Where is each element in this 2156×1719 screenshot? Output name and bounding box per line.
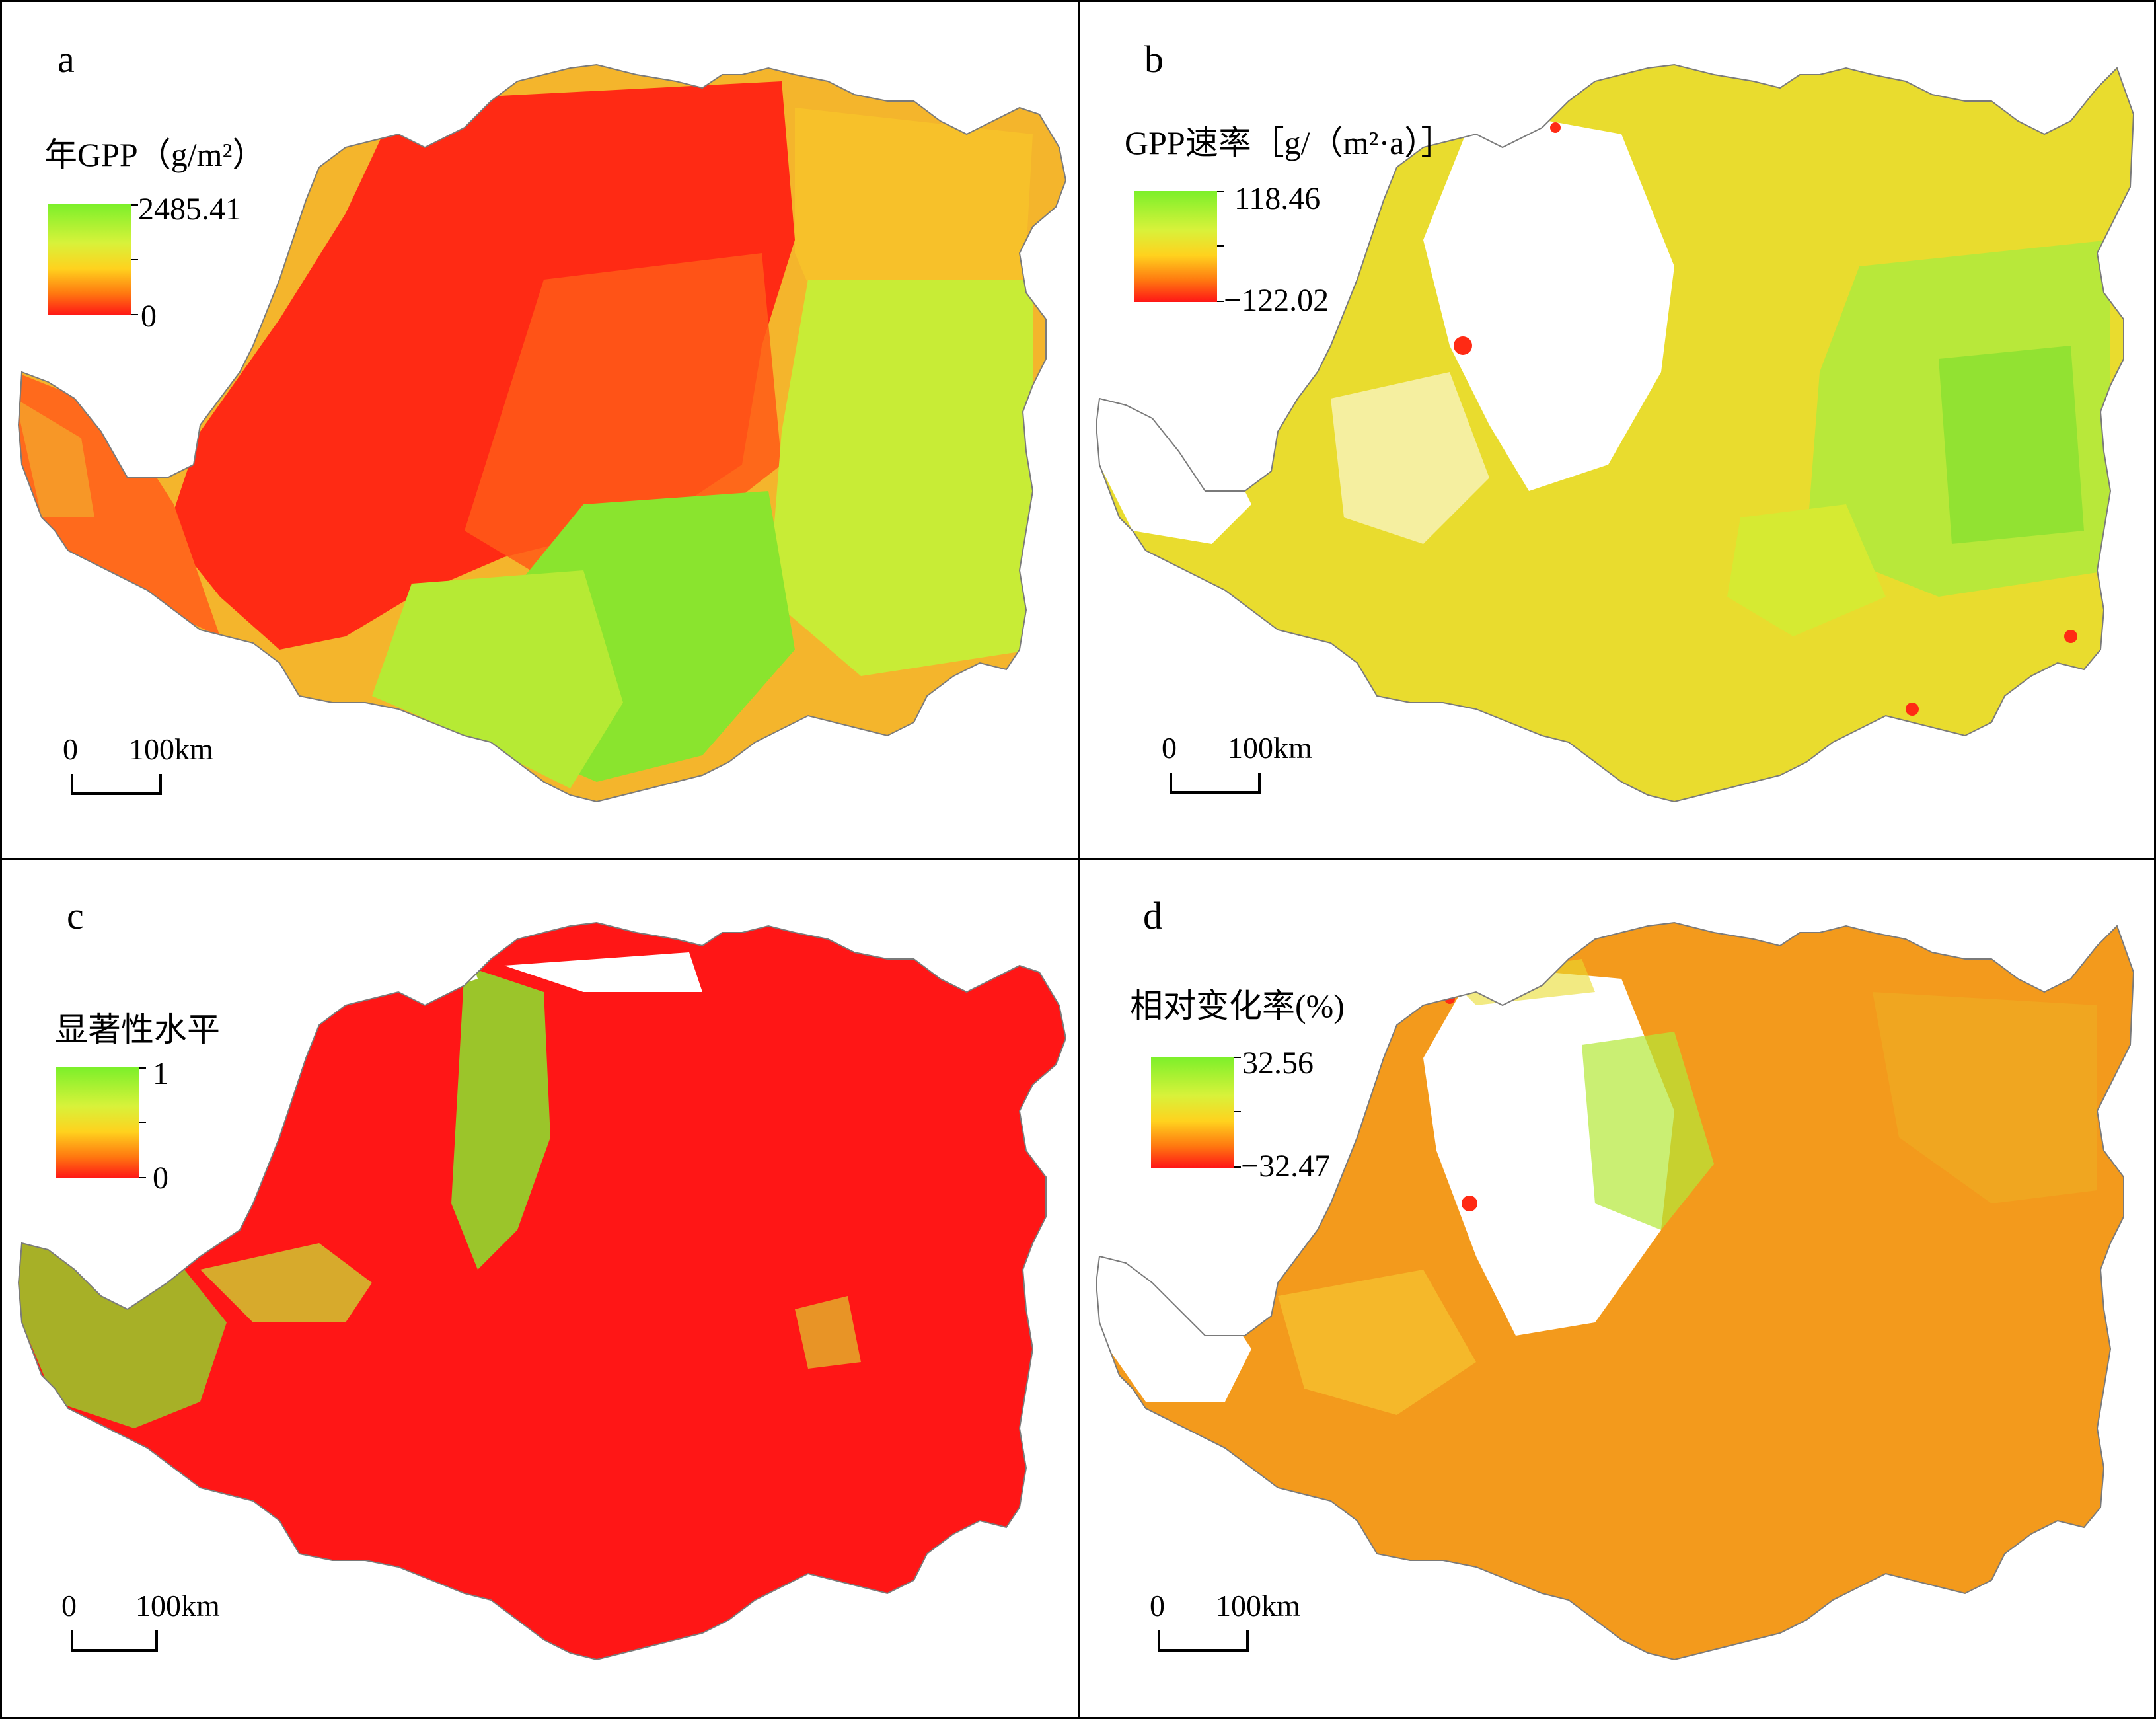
- scale-bar-distance: 100km: [135, 1589, 220, 1623]
- legend-tick-max: [139, 1067, 146, 1069]
- legend-tick-min: [1217, 301, 1224, 302]
- legend-tick-min: [1234, 1166, 1241, 1168]
- legend-color-ramp: [56, 1067, 139, 1178]
- panel-b-gpp-rate: b GPP速率［g/（m²·a）］ 118.46 −122.02 0 100km: [1078, 0, 2156, 860]
- scale-bar: [1170, 773, 1261, 794]
- panel-a-annual-gpp: a 年GPP（g/m²） 2485.41 0 0 100km: [0, 0, 1080, 860]
- scale-bar-distance: 100km: [1216, 1589, 1300, 1623]
- panel-letter: a: [57, 38, 75, 81]
- legend-color-ramp: [1134, 191, 1217, 302]
- legend-tick-mid: [139, 1122, 146, 1123]
- legend-min-value: 0: [153, 1161, 168, 1196]
- map-gpp-rate: [1096, 64, 2134, 802]
- map-significance-level: [18, 922, 1066, 1660]
- map-relative-change-rate: [1096, 922, 2134, 1660]
- legend-title: 年GPP（g/m²）: [44, 136, 266, 173]
- legend-tick-min: [139, 1177, 146, 1178]
- scale-bar: [71, 1630, 158, 1652]
- legend-max-value: 32.56: [1242, 1046, 1314, 1081]
- scale-bar: [71, 774, 162, 795]
- scale-bar-zero: 0: [1162, 731, 1177, 765]
- scale-bar-distance: 100km: [1228, 731, 1312, 765]
- legend-max-value: 1: [153, 1056, 168, 1091]
- legend-max-value: 2485.41: [138, 192, 241, 227]
- legend-tick-max: [131, 204, 138, 206]
- scale-bar-zero: 0: [1150, 1589, 1165, 1623]
- legend-tick-min: [131, 314, 138, 315]
- scale-bar-zero: 0: [63, 732, 78, 766]
- panel-letter: b: [1144, 38, 1164, 81]
- legend-tick-mid: [1234, 1111, 1241, 1112]
- legend-tick-max: [1217, 191, 1224, 192]
- scale-bar-distance: 100km: [129, 732, 213, 766]
- legend-tick-mid: [1217, 245, 1224, 247]
- legend-title: 显著性水平: [55, 1011, 220, 1048]
- legend-title: 相对变化率(%): [1130, 987, 1345, 1024]
- legend-color-ramp: [48, 204, 131, 315]
- legend-min-value: 0: [141, 299, 157, 334]
- legend-max-value: 118.46: [1234, 181, 1321, 216]
- legend-tick-max: [1234, 1057, 1241, 1058]
- panel-d-relative-change: d 相对变化率(%) 32.56 −32.47 0 100km: [1078, 858, 2156, 1719]
- panel-c-significance: c 显著性水平 1 0 0 100km: [0, 858, 1080, 1719]
- scale-bar-zero: 0: [61, 1589, 77, 1623]
- legend-min-value: −122.02: [1224, 283, 1329, 318]
- legend-title: GPP速率［g/（m²·a）］: [1125, 124, 1454, 161]
- panel-letter: d: [1143, 894, 1162, 937]
- map-annual-gpp: [18, 64, 1066, 802]
- legend-tick-mid: [131, 259, 138, 260]
- legend-color-ramp: [1151, 1057, 1234, 1168]
- legend-min-value: −32.47: [1241, 1149, 1331, 1184]
- scale-bar: [1158, 1630, 1249, 1652]
- gpp-raster: [19, 65, 1066, 802]
- panel-letter: c: [67, 894, 84, 937]
